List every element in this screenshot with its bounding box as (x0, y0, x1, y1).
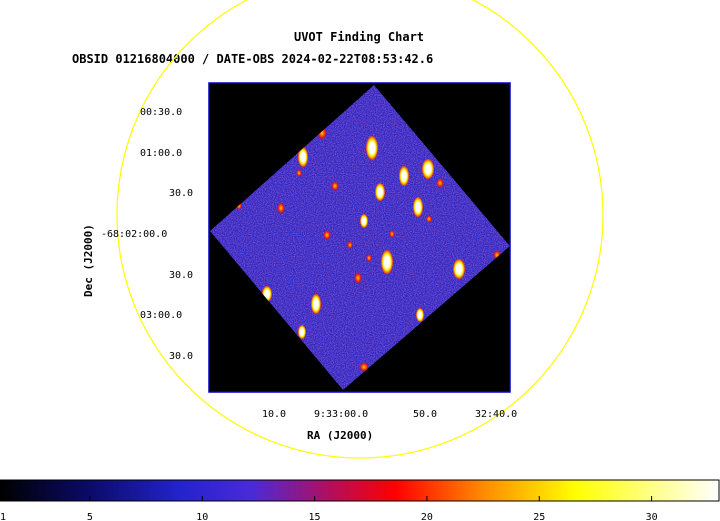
faint-source (331, 181, 339, 191)
x-axis-label: RA (J2000) (307, 429, 373, 442)
colorbar-tick-label: 1 (0, 512, 6, 521)
faint-source (359, 362, 369, 372)
dec-tick: 00:30.0 (140, 107, 182, 118)
dec-tick: 01:00.0 (140, 148, 182, 159)
dec-tick: 03:00.0 (140, 310, 182, 321)
dec-tick-labels: 00:30.0 01:00.0 30.0 -68:02:00.0 30.0 03… (101, 107, 193, 362)
bright-source (416, 308, 424, 322)
faint-source (366, 254, 372, 262)
bright-source (413, 197, 423, 217)
faint-source (354, 272, 362, 284)
dec-tick: 30.0 (169, 188, 193, 199)
bright-source (399, 166, 409, 186)
colorbar-tick-label: 20 (421, 512, 433, 521)
faint-source (347, 241, 353, 249)
bright-source (381, 250, 393, 274)
bright-source (360, 214, 368, 228)
dec-tick: 30.0 (169, 270, 193, 281)
bright-source (453, 259, 465, 279)
colorbar-tick-label: 25 (533, 512, 545, 521)
faint-source (277, 202, 285, 214)
ra-tick-labels: 10.0 9:33:00.0 50.0 32:40.0 (262, 409, 517, 420)
faint-source (323, 230, 331, 240)
bright-source (311, 294, 321, 314)
bright-source (422, 159, 434, 179)
bright-source (375, 183, 385, 201)
faint-source (426, 215, 432, 223)
faint-source (389, 230, 395, 238)
dec-tick: -68:02:00.0 (101, 229, 167, 240)
colorbar-tick-label: 30 (646, 512, 658, 521)
field-of-view-circle (116, 0, 604, 459)
faint-source (436, 178, 444, 188)
ra-tick: 32:40.0 (475, 409, 517, 420)
colorbar-tick-label: 15 (309, 512, 321, 521)
faint-source (296, 169, 302, 177)
colorbar-tick-label: 5 (87, 512, 93, 521)
chart-subtitle: OBSID 01216804000 / DATE-OBS 2024-02-22T… (72, 52, 434, 66)
dec-tick: 30.0 (169, 351, 193, 362)
ra-tick: 10.0 (262, 409, 286, 420)
bright-source (298, 325, 306, 339)
y-axis-label: Dec (J2000) (82, 224, 95, 297)
colorbar-tick-label: 10 (196, 512, 208, 521)
ra-tick: 50.0 (413, 409, 437, 420)
bright-source (366, 136, 378, 160)
source-detections (236, 126, 501, 372)
colorbar-ticks: 1 5 10 15 20 25 30 (0, 496, 658, 521)
chart-title: UVOT Finding Chart (293, 30, 425, 44)
colorbar (0, 479, 720, 502)
ra-tick: 9:33:00.0 (314, 409, 368, 420)
bright-source (298, 147, 308, 167)
